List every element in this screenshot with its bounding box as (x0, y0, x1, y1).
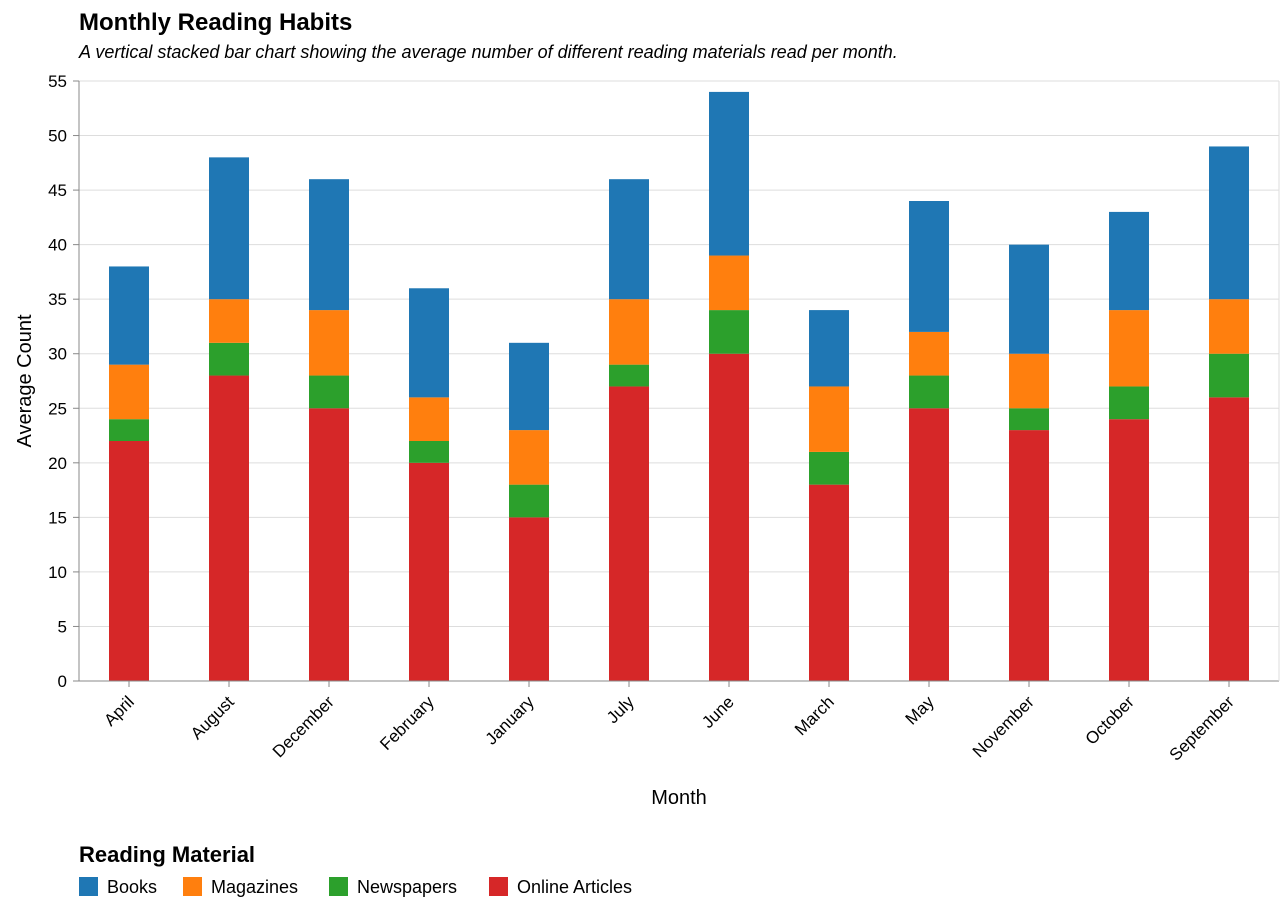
y-tick-label: 50 (48, 127, 67, 146)
grid (79, 80, 1279, 682)
bar-magazines-june (709, 255, 749, 311)
bar-newspapers-june (709, 310, 749, 354)
bar-books-july (609, 179, 649, 300)
bar-magazines-february (409, 397, 449, 441)
bar-online-articles-january (509, 517, 549, 681)
legend: Books Magazines Newspapers Online Articles (79, 877, 632, 897)
bar-newspapers-april (109, 419, 149, 441)
bar-books-april (109, 266, 149, 365)
bar-books-march (809, 310, 849, 387)
bar-books-september (1209, 146, 1249, 300)
bar-online-articles-march (809, 484, 849, 681)
bar-newspapers-july (609, 364, 649, 387)
bar-online-articles-may (909, 408, 949, 681)
bar-online-articles-july (609, 386, 649, 681)
y-tick-label: 25 (48, 399, 67, 418)
bar-newspapers-may (909, 375, 949, 409)
bar-newspapers-october (1109, 386, 1149, 420)
legend-label-books: Books (107, 877, 157, 897)
bar-newspapers-august (209, 342, 249, 376)
bar-online-articles-november (1009, 430, 1049, 681)
legend-swatch-books (79, 877, 98, 896)
chart-title: Monthly Reading Habits (79, 9, 352, 36)
bar-online-articles-august (209, 375, 249, 681)
bar-books-february (409, 288, 449, 398)
x-tick-label: February (376, 692, 438, 754)
y-axis-title: Average Count (14, 314, 36, 448)
x-tick-label: June (698, 692, 738, 732)
bar-online-articles-september (1209, 397, 1249, 681)
bar-online-articles-june (709, 353, 749, 681)
x-tick-label: May (902, 692, 938, 728)
legend-label-online-articles: Online Articles (517, 877, 632, 897)
x-tick-label: December (269, 692, 338, 761)
x-axis-title: Month (651, 787, 707, 809)
bar-books-november (1009, 244, 1049, 354)
y-tick-label: 0 (58, 672, 67, 691)
x-tick-label: April (100, 692, 137, 729)
chart-subtitle: A vertical stacked bar chart showing the… (78, 42, 898, 62)
y-tick-label: 10 (48, 563, 67, 582)
x-tick-label: March (791, 692, 838, 739)
y-tick-label: 30 (48, 345, 67, 364)
bar-books-june (709, 91, 749, 256)
bar-newspapers-march (809, 451, 849, 485)
bar-magazines-april (109, 364, 149, 420)
x-tick-label: November (969, 692, 1038, 761)
bar-magazines-august (209, 299, 249, 343)
bar-magazines-may (909, 331, 949, 376)
bar-magazines-november (1009, 353, 1049, 409)
bars (109, 91, 1249, 681)
legend-swatch-newspapers (329, 877, 348, 896)
bar-books-december (309, 179, 349, 311)
bar-magazines-december (309, 310, 349, 376)
legend-swatch-online-articles (489, 877, 508, 896)
bar-books-october (1109, 211, 1149, 311)
y-tick-label: 15 (48, 508, 67, 527)
bar-newspapers-january (509, 484, 549, 518)
bar-online-articles-december (309, 408, 349, 681)
bar-online-articles-february (409, 462, 449, 681)
bar-newspapers-september (1209, 353, 1249, 398)
bar-magazines-september (1209, 299, 1249, 354)
x-tick-label: August (187, 692, 238, 743)
bar-online-articles-april (109, 441, 149, 681)
legend-label-newspapers: Newspapers (357, 877, 457, 897)
bar-books-august (209, 157, 249, 300)
bar-magazines-october (1109, 310, 1149, 387)
y-tick-label: 45 (48, 181, 67, 200)
y-tick-label: 40 (48, 236, 67, 255)
bar-online-articles-october (1109, 419, 1149, 681)
bar-magazines-july (609, 299, 649, 365)
x-tick-label: September (1166, 692, 1238, 764)
bar-magazines-march (809, 386, 849, 452)
y-tick-label: 20 (48, 454, 67, 473)
bar-books-january (509, 342, 549, 431)
legend-swatch-magazines (183, 877, 202, 896)
bar-newspapers-february (409, 441, 449, 463)
x-tick-label: October (1082, 692, 1138, 748)
x-tick-label: July (603, 692, 638, 727)
x-tick-label: January (482, 692, 539, 749)
bar-newspapers-december (309, 375, 349, 409)
bar-magazines-january (509, 430, 549, 485)
y-tick-label: 5 (58, 617, 67, 636)
bar-books-may (909, 201, 949, 332)
bar-newspapers-november (1009, 408, 1049, 431)
y-tick-label: 35 (48, 290, 67, 309)
y-tick-label: 55 (48, 72, 67, 91)
legend-title: Reading Material (79, 842, 255, 867)
legend-label-magazines: Magazines (211, 877, 298, 897)
